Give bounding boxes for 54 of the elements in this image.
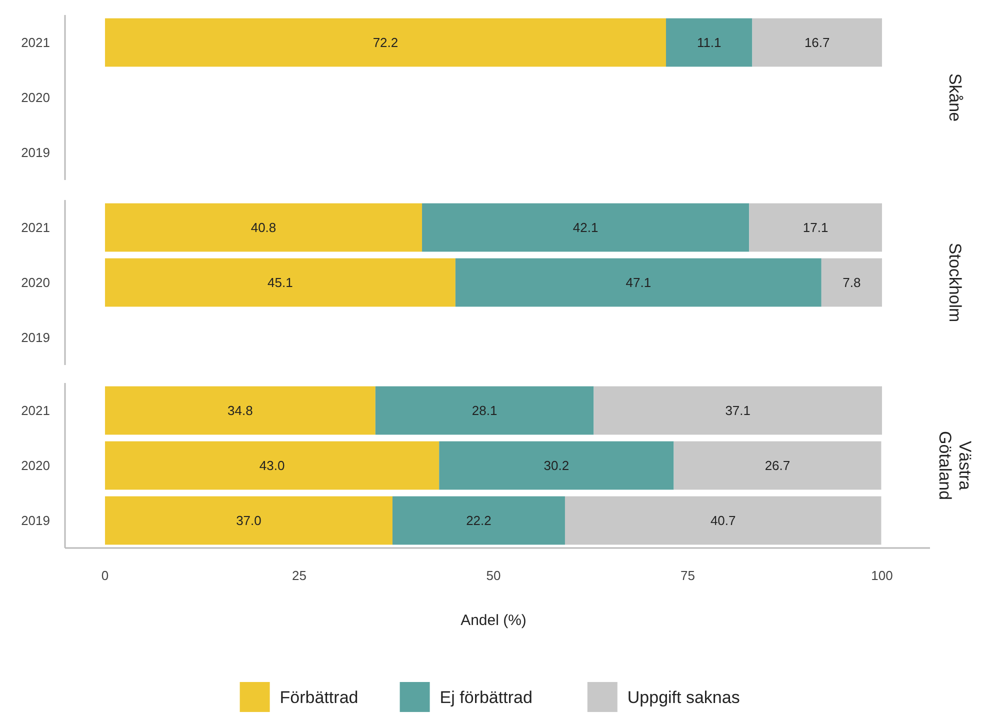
- bar: [594, 386, 882, 435]
- data-label: 72.2: [372, 35, 398, 50]
- y-tick-label: 2019: [21, 330, 50, 346]
- data-label: 30.2: [544, 458, 570, 474]
- bar: [392, 496, 565, 545]
- data-label: 43.0: [259, 458, 285, 474]
- x-tick-label: 0: [101, 568, 109, 583]
- data-label: 42.1: [572, 220, 598, 236]
- data-label: 34.8: [228, 403, 253, 418]
- data-label: 16.7: [804, 35, 830, 50]
- y-tick-label: 2020: [21, 458, 50, 474]
- y2-axis-title: Västra Götaland: [936, 431, 974, 500]
- legend-label: Uppgift saknas: [627, 688, 740, 707]
- bar: [105, 203, 422, 252]
- y-tick-label: 2021: [21, 220, 50, 236]
- y-tick-label: 2021: [21, 403, 50, 418]
- y2-axis-title: Stockholm: [946, 242, 964, 322]
- x-tick-label: 75: [680, 568, 695, 583]
- data-label: 22.2: [466, 513, 492, 528]
- data-label: 47.1: [626, 275, 652, 290]
- x-tick-label: 25: [292, 568, 306, 583]
- data-label: 17.1: [802, 220, 828, 236]
- data-label: 37.1: [725, 403, 751, 418]
- legend-label: Förbättrad: [280, 688, 358, 707]
- data-label: 28.1: [472, 403, 498, 418]
- data-label: 45.1: [268, 275, 293, 290]
- bar: [375, 386, 594, 435]
- bar: [439, 441, 674, 490]
- y-tick-label: 2021: [21, 35, 50, 50]
- legend-label: Ej förbättrad: [440, 688, 532, 707]
- x-tick-label: 100: [871, 568, 893, 583]
- bar: [422, 203, 750, 252]
- bar: [105, 258, 456, 307]
- x-tick-label: 50: [486, 568, 501, 583]
- bar: [821, 258, 882, 307]
- y-tick-label: 2020: [21, 90, 50, 106]
- bar: [105, 386, 376, 435]
- data-label: 40.7: [710, 513, 736, 528]
- data-label: 11.1: [696, 35, 722, 50]
- y2-axis-title: Skåne: [946, 73, 964, 122]
- bar: [455, 258, 822, 307]
- bar: [749, 203, 882, 252]
- y-tick-label: 2019: [21, 145, 50, 160]
- bar: [674, 441, 882, 490]
- data-label: 40.8: [250, 220, 276, 236]
- bar: [105, 441, 440, 490]
- bar: [105, 496, 392, 545]
- data-label: 26.7: [764, 458, 790, 474]
- data-label: 7.8: [842, 275, 861, 290]
- data-label: 37.0: [236, 513, 262, 528]
- x-axis-title: Andel (%): [460, 612, 526, 629]
- y-tick-label: 2019: [21, 513, 50, 528]
- bar: [564, 496, 882, 545]
- y-tick-label: 2020: [21, 275, 50, 290]
